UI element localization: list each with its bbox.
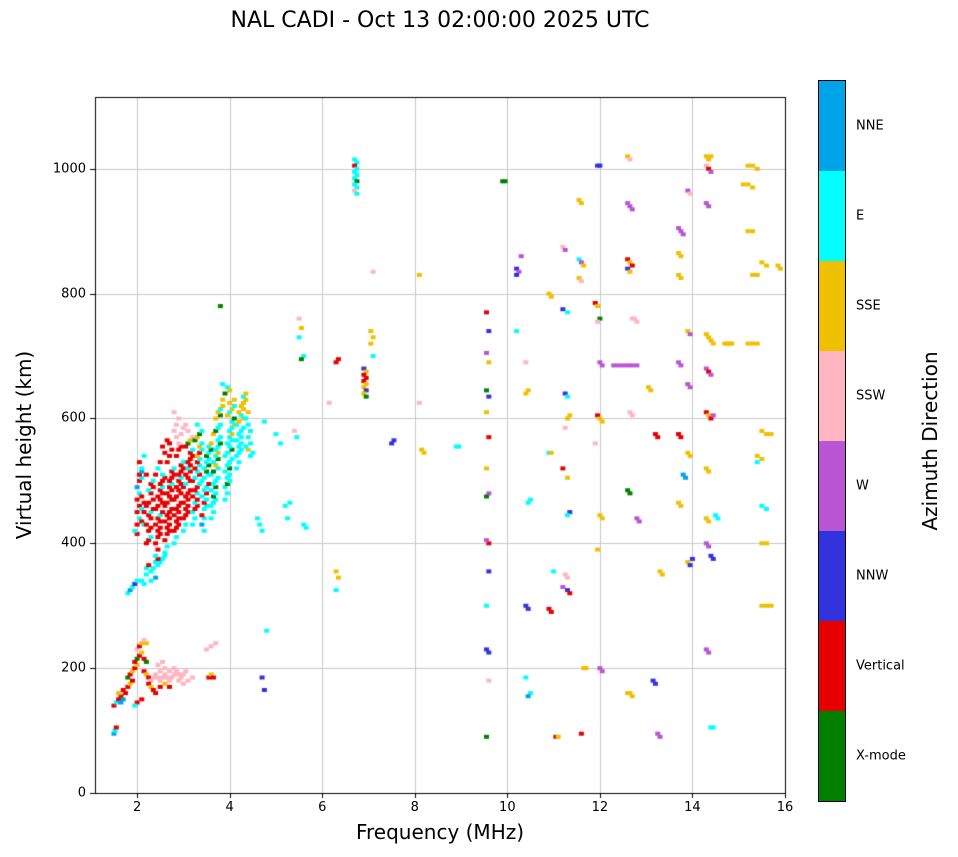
colorbar-segment-w <box>819 441 845 531</box>
colorbar-axis-label: Azimuth Direction <box>918 351 942 531</box>
x-tick-label: 2 <box>132 800 142 815</box>
colorbar <box>818 80 846 802</box>
x-tick-label: 16 <box>776 800 794 815</box>
y-axis-label: Virtual height (km) <box>12 350 36 540</box>
x-axis-label: Frequency (MHz) <box>355 820 525 844</box>
y-tick-label: 800 <box>61 286 86 302</box>
x-tick-label: 6 <box>318 800 327 815</box>
colorbar-label-x-mode: X-mode <box>856 748 906 764</box>
x-tick-label: 8 <box>410 800 419 815</box>
y-tick-label: 1000 <box>52 161 86 177</box>
chart-title: NAL CADI - Oct 13 02:00:00 2025 UTC <box>230 8 650 33</box>
colorbar-segment-ssw <box>819 351 845 441</box>
colorbar-segment-x-mode <box>819 711 845 801</box>
colorbar-label-ssw: SSW <box>856 388 886 404</box>
x-tick-label: 14 <box>684 800 701 815</box>
colorbar-segment-e <box>819 171 845 261</box>
x-tick-label: 4 <box>225 800 234 815</box>
x-tick-label: 10 <box>499 800 516 815</box>
colorbar-segment-nne <box>819 81 845 171</box>
colorbar-segment-sse <box>819 261 845 351</box>
colorbar-label-nne: NNE <box>856 118 884 134</box>
y-tick-label: 200 <box>61 660 86 676</box>
colorbar-label-e: E <box>856 208 865 224</box>
y-tick-label: 400 <box>61 535 86 551</box>
colorbar-label-vertical: Vertical <box>856 658 905 674</box>
x-tick-label: 12 <box>591 800 609 815</box>
y-tick-label: 0 <box>77 785 86 801</box>
colorbar-segment-vertical <box>819 621 845 711</box>
y-tick-label: 600 <box>61 410 86 426</box>
colorbar-segment-nnw <box>819 531 845 621</box>
colorbar-label-nnw: NNW <box>856 568 889 584</box>
colorbar-label-w: W <box>856 478 869 494</box>
colorbar-label-sse: SSE <box>856 298 881 314</box>
